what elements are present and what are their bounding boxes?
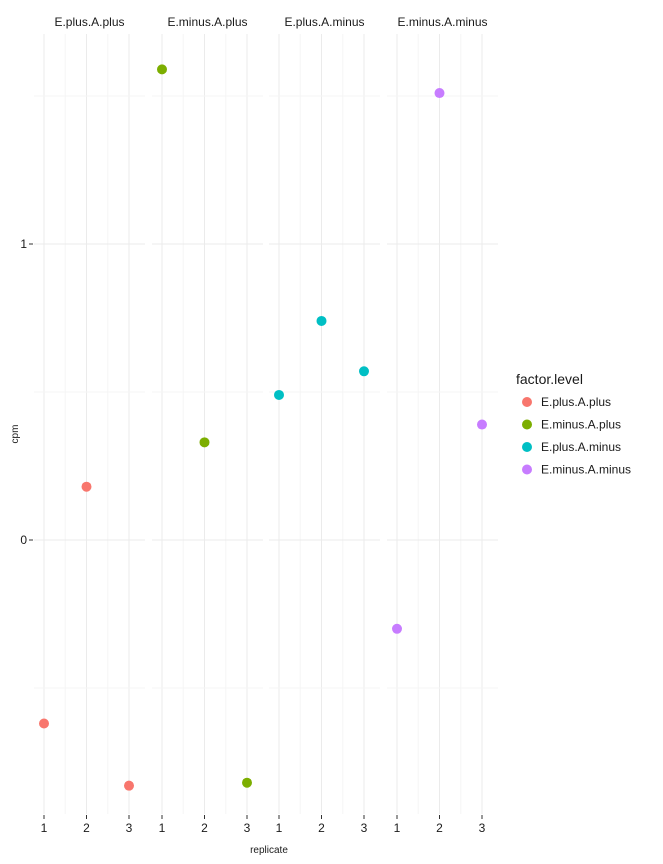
x-axis-title: replicate [250, 845, 288, 856]
x-tick-label: 2 [436, 821, 443, 835]
legend-label: E.minus.A.minus [541, 463, 631, 477]
data-point [392, 623, 402, 634]
facet-strip-label: E.plus.A.minus [284, 15, 364, 29]
data-point [157, 64, 167, 75]
x-tick-label: 3 [244, 821, 251, 835]
strips-layer: E.plus.A.plus E.minus.A.plus E.plus.A.minu… [54, 15, 487, 29]
data-point [359, 366, 369, 377]
facet-panel-2 [152, 34, 263, 814]
x-tick-label: 3 [479, 821, 486, 835]
facet-strip-label: E.minus.A.minus [397, 15, 487, 29]
y-axis-title: cpm [10, 425, 21, 444]
facet-panel-1 [34, 34, 145, 814]
points-layer [39, 64, 487, 791]
data-point [434, 88, 445, 99]
legend: factor.level E.plus.A.plus E.minus.A.plus… [516, 371, 631, 477]
data-point [242, 777, 252, 788]
facet-strip-label: E.plus.A.plus [54, 15, 124, 29]
y-tick-label: 0 [20, 533, 27, 547]
legend-label: E.minus.A.plus [541, 418, 621, 432]
x-tick-label: 2 [83, 821, 90, 835]
x-tick-label: 1 [159, 821, 166, 835]
x-tick-label: 3 [126, 821, 133, 835]
legend-title: factor.level [516, 371, 583, 387]
legend-key [522, 442, 532, 452]
legend-key [522, 464, 532, 475]
data-point [39, 718, 49, 729]
x-tick-label: 1 [276, 821, 283, 835]
axes-layer: 1 2 3 1 2 3 1 2 3 1 2 3 0 1 [20, 237, 485, 835]
data-point [316, 315, 327, 326]
data-point [124, 780, 134, 791]
data-point [199, 437, 210, 448]
y-tick-label: 1 [20, 237, 27, 251]
legend-key [522, 419, 532, 430]
data-point [274, 389, 284, 400]
panel-background [269, 34, 380, 814]
data-point [477, 419, 487, 430]
x-tick-label: 1 [394, 821, 401, 835]
legend-label: E.plus.A.plus [541, 395, 611, 409]
x-tick-label: 3 [361, 821, 368, 835]
x-tick-label: 2 [318, 821, 325, 835]
legend-label: E.plus.A.minus [541, 440, 621, 454]
facet-panel-3 [269, 34, 380, 814]
panels-layer [34, 34, 498, 814]
panel-background [152, 34, 263, 814]
legend-key [522, 397, 532, 407]
x-tick-label: 1 [41, 821, 48, 835]
data-point [81, 481, 92, 492]
panel-background [34, 34, 145, 814]
x-tick-label: 2 [201, 821, 208, 835]
facet-strip-label: E.minus.A.plus [167, 15, 247, 29]
